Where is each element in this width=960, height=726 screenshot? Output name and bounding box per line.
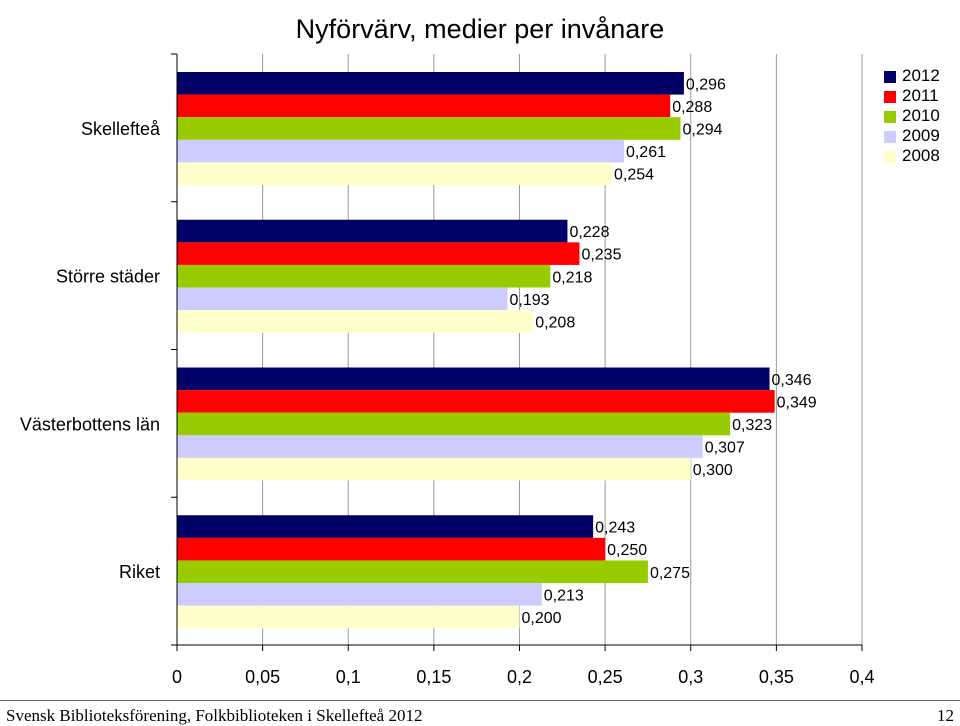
data-label: 0,213 bbox=[544, 587, 584, 604]
data-label: 0,288 bbox=[672, 99, 712, 116]
chart-title: Nyförvärv, medier per invånare bbox=[296, 14, 665, 44]
x-tick-label: 0,35 bbox=[759, 667, 794, 687]
bar bbox=[177, 264, 551, 288]
footer: Svensk Biblioteksförening, Folkbibliotek… bbox=[0, 700, 960, 726]
data-label: 0,323 bbox=[732, 417, 772, 434]
bar bbox=[177, 537, 606, 561]
data-label: 0,294 bbox=[682, 122, 722, 139]
bar bbox=[177, 515, 594, 538]
labels: 0,296 0,288 0,294 0,261 0,254 Skellefteå 0,228… bbox=[20, 76, 875, 687]
data-label: 0,200 bbox=[522, 610, 562, 627]
bar bbox=[177, 605, 520, 629]
legend-swatch bbox=[884, 111, 896, 123]
legend-swatch bbox=[884, 71, 896, 83]
bar bbox=[177, 219, 568, 243]
x-tick-label: 0,25 bbox=[588, 667, 623, 687]
bar bbox=[177, 435, 703, 458]
data-label: 0,346 bbox=[772, 372, 812, 389]
bar bbox=[177, 583, 542, 606]
data-label: 0,208 bbox=[535, 314, 575, 331]
data-label: 0,250 bbox=[607, 542, 647, 559]
page-number: 12 bbox=[937, 706, 954, 725]
x-tick-label: 0,05 bbox=[245, 667, 280, 687]
data-label: 0,349 bbox=[777, 394, 817, 411]
data-label: 0,228 bbox=[569, 224, 609, 241]
axes bbox=[171, 53, 863, 651]
chart: Nyförvärv, medier per invånare 0,296 0,28… bbox=[20, 14, 875, 687]
legend-swatch bbox=[884, 151, 896, 163]
legend-label: 2008 bbox=[902, 146, 940, 165]
legend-swatch bbox=[884, 91, 896, 103]
data-label: 0,235 bbox=[581, 247, 621, 264]
footer-text: Svensk Biblioteksförening, Folkbibliotek… bbox=[6, 706, 423, 725]
legend-label: 2012 bbox=[902, 66, 940, 85]
x-tick-label: 0,15 bbox=[416, 667, 451, 687]
data-label: 0,243 bbox=[595, 520, 635, 537]
bar bbox=[177, 560, 648, 584]
bar bbox=[177, 367, 770, 391]
x-tick-label: 0,4 bbox=[849, 667, 874, 687]
bar bbox=[177, 72, 684, 95]
legend-label: 2011 bbox=[902, 86, 939, 105]
x-tick-label: 0,1 bbox=[336, 667, 361, 687]
data-label: 0,307 bbox=[705, 440, 745, 457]
bar bbox=[177, 162, 612, 185]
data-label: 0,218 bbox=[552, 269, 592, 286]
bars bbox=[177, 72, 775, 629]
bar bbox=[177, 287, 508, 311]
x-tick-label: 0,2 bbox=[507, 667, 532, 687]
category-label: Riket bbox=[119, 562, 160, 582]
x-tick-label: 0,3 bbox=[678, 667, 703, 687]
bar bbox=[177, 310, 534, 333]
bar bbox=[177, 117, 681, 140]
bar bbox=[177, 94, 671, 118]
data-label: 0,193 bbox=[510, 292, 550, 309]
bar bbox=[177, 242, 580, 265]
x-tick-label: 0 bbox=[172, 667, 182, 687]
bar bbox=[177, 390, 775, 413]
legend-label: 2010 bbox=[902, 106, 940, 125]
data-label: 0,296 bbox=[686, 76, 726, 93]
category-label: Större städer bbox=[56, 267, 160, 287]
legend-swatch bbox=[884, 131, 896, 143]
bar bbox=[177, 139, 624, 163]
legend-label: 2009 bbox=[902, 126, 940, 145]
bar bbox=[177, 412, 731, 436]
category-label: Skellefteå bbox=[81, 119, 161, 139]
category-label: Västerbottens län bbox=[20, 414, 160, 434]
data-label: 0,261 bbox=[626, 144, 666, 161]
data-label: 0,275 bbox=[650, 565, 690, 582]
data-label: 0,254 bbox=[614, 167, 654, 184]
bar bbox=[177, 457, 691, 481]
data-label: 0,300 bbox=[693, 462, 733, 479]
